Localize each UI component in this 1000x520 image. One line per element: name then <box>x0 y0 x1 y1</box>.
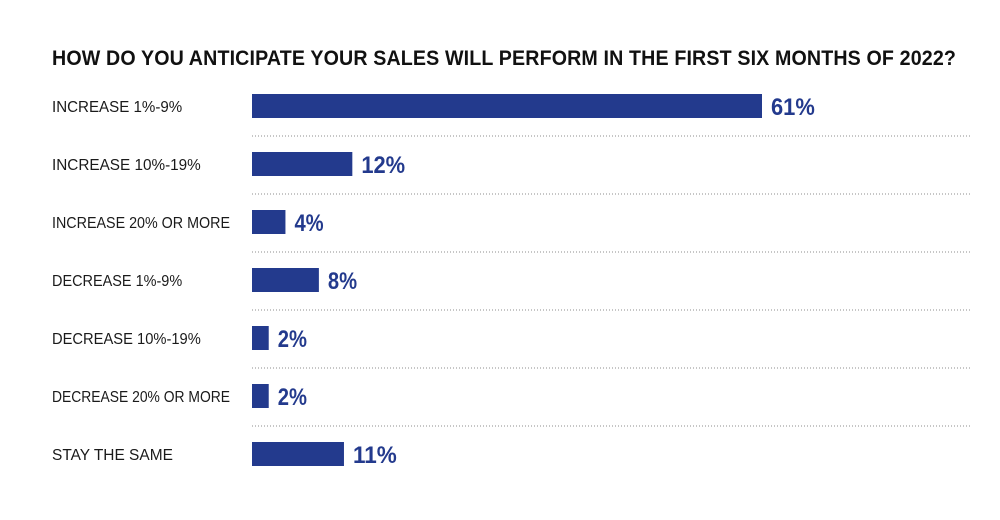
value-label-increase-1pct-9pct: 61% <box>771 94 815 121</box>
category-label-decrease-1pct-9pct: DECREASE 1%-9% <box>52 273 182 290</box>
bar-decrease-20pct-or-more <box>252 384 269 408</box>
category-label-stay-the-same: STAY THE SAME <box>52 447 173 464</box>
category-label-increase-1pct-9pct: INCREASE 1%-9% <box>52 99 182 116</box>
category-label-increase-10pct-19pct: INCREASE 10%-19% <box>52 157 201 174</box>
category-label-increase-20pct-or-more: INCREASE 20% OR MORE <box>52 215 230 232</box>
value-label-increase-20pct-or-more: 4% <box>294 210 323 237</box>
bar-stay-the-same <box>252 442 344 466</box>
category-label-decrease-20pct-or-more: DECREASE 20% OR MORE <box>52 389 230 406</box>
bar-decrease-10pct-19pct <box>252 326 269 350</box>
category-label-decrease-10pct-19pct: DECREASE 10%-19% <box>52 331 201 348</box>
bar-increase-20pct-or-more <box>252 210 286 234</box>
value-label-decrease-20pct-or-more: 2% <box>278 384 307 411</box>
value-label-increase-10pct-19pct: 12% <box>361 152 405 179</box>
value-label-decrease-10pct-19pct: 2% <box>278 326 307 353</box>
chart-title: HOW DO YOU ANTICIPATE YOUR SALES WILL PE… <box>52 47 957 70</box>
bar-increase-1pct-9pct <box>252 94 762 118</box>
bar-decrease-1pct-9pct <box>252 268 319 292</box>
value-label-decrease-1pct-9pct: 8% <box>328 268 357 295</box>
bar-increase-10pct-19pct <box>252 152 353 176</box>
value-label-stay-the-same: 11% <box>353 442 397 469</box>
